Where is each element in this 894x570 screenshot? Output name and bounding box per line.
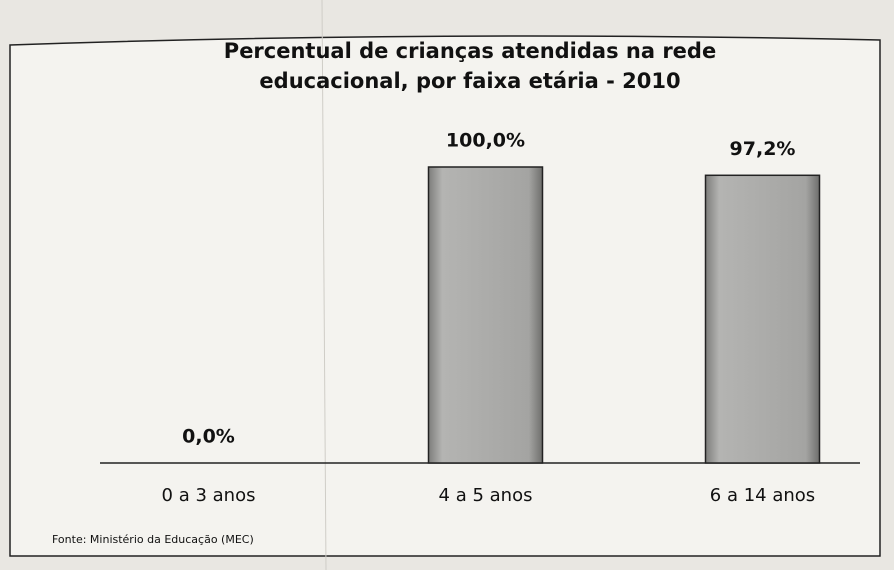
title-wrap: Percentual de crianças atendidas na rede… [223, 39, 717, 93]
value-label: 97,2% [730, 138, 796, 160]
x-tick-label: 4 a 5 anos [439, 485, 533, 506]
source-note: Fonte: Ministério da Educação (MEC) [52, 533, 254, 546]
page-fold [321, 0, 327, 570]
bar [427, 166, 544, 464]
value-label: 0,0% [182, 426, 235, 448]
chart-title: Percentual de crianças atendidas na rede… [223, 39, 717, 93]
x-tick-label: 6 a 14 anos [710, 485, 815, 506]
value-label: 100,0% [446, 130, 525, 152]
bar [704, 174, 821, 464]
x-tick-label: 0 a 3 anos [162, 485, 256, 506]
